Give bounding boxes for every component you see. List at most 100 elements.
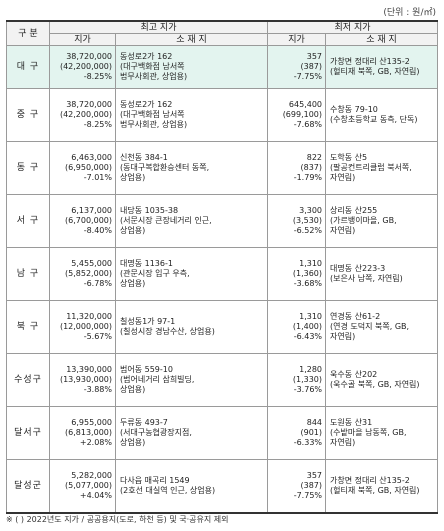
lo-price-cell: 1,310 (1,400) -6.43% bbox=[267, 300, 327, 354]
lo-price-cell-line: 844 bbox=[306, 418, 323, 427]
hi-price-cell-line: 5,282,000 bbox=[71, 470, 112, 480]
lo-price-cell-line: 645,400 bbox=[288, 100, 323, 109]
hi-location-cell-line: 상업용) bbox=[120, 438, 146, 447]
hi-location-cell-line: 상업용) bbox=[120, 279, 146, 288]
lo-price-cell-line: 1,310 bbox=[299, 312, 323, 321]
hi-price-cell-line: -8.25% bbox=[83, 120, 112, 129]
hi-price-cell-line: 6,955,000 bbox=[71, 418, 112, 427]
hi-price-cell-line: -8.40% bbox=[83, 226, 112, 235]
hi-location-cell-line: 법무사회관, 상업용) bbox=[120, 72, 188, 81]
hi-price-cell-line: (5,077,000) bbox=[65, 480, 112, 490]
region-cell: 수성구 bbox=[6, 353, 50, 407]
table-row: 대 구 38,720,000 (42,200,000) -8.25% 동성로2가 162… bbox=[6, 45, 439, 89]
lo-location-cell-line: (연경 도덕지 북쪽, GB, bbox=[330, 322, 410, 331]
hi-price-cell-line: (13,930,000) bbox=[59, 375, 112, 384]
region-cell-line: 북 구 bbox=[16, 322, 40, 332]
region-cell: 대 구 bbox=[6, 45, 50, 89]
lo-price-cell-line: (901) bbox=[300, 428, 323, 437]
lo-price-cell: 1,280 (1,330) -3.76% bbox=[267, 353, 327, 407]
hi-location-cell-line: (관문시장 입구 우측, bbox=[120, 269, 190, 278]
lo-price-cell-line: -7.68% bbox=[293, 120, 323, 129]
header-lo-location: 소 재 지 bbox=[325, 33, 439, 46]
hi-price-cell: 6,137,000 (6,700,000) -8.40% bbox=[49, 194, 116, 248]
hi-location-cell: 두류동 493-7 (서대구농협광장지점, 상업용) bbox=[114, 406, 269, 460]
table-row: 달서구 6,955,000 (6,813,000) +2.08% 두류동 493-7 (서… bbox=[6, 406, 439, 460]
hi-price-cell-line: -3.88% bbox=[83, 385, 112, 394]
lo-price-cell-line: 1,280 bbox=[299, 365, 323, 374]
hi-price-cell-line: 5,455,000 bbox=[71, 259, 112, 268]
header-hi-price: 지가 bbox=[49, 33, 116, 46]
hi-location-cell: 범어동 559-10 (범어네거리 삼희빌딩, 상업용) bbox=[114, 353, 269, 407]
lo-price-cell: 1,310 (1,360) -3.68% bbox=[267, 247, 327, 301]
hi-price-cell-line: (6,950,000) bbox=[65, 163, 112, 172]
hi-price-cell-line: (6,700,000) bbox=[65, 216, 112, 225]
lo-location-cell-line: 대명동 산223-3 bbox=[330, 264, 386, 273]
region-cell-line: 대 구 bbox=[16, 62, 40, 72]
lo-price-cell-line: 357 bbox=[306, 52, 323, 61]
land-price-table: 구 분 최고 지가 최저 지가 지가 소 재 지 지가 소 재 지 대 구 38,… bbox=[6, 20, 439, 514]
lo-price-cell: 357 (387) -7.75% bbox=[267, 45, 327, 89]
region-cell-line: 남 구 bbox=[16, 269, 40, 279]
lo-price-cell-line: -7.75% bbox=[293, 490, 323, 500]
table-row: 수성구 13,390,000 (13,930,000) -3.88% 범어동 559-1… bbox=[6, 353, 439, 407]
hi-price-cell-line: 6,137,000 bbox=[71, 206, 112, 215]
hi-location-cell-line: 신천동 384-1 bbox=[120, 153, 168, 162]
lo-price-cell-line: -6.33% bbox=[293, 438, 323, 447]
lo-location-cell-line: (팔공컨트리클럽 북서쪽, bbox=[330, 163, 412, 172]
region-cell: 북 구 bbox=[6, 300, 50, 354]
hi-location-cell-line: 내당동 1035-38 bbox=[120, 206, 179, 215]
lo-price-cell-line: 1,310 bbox=[299, 259, 323, 268]
lo-location-cell-line: 자연림) bbox=[330, 226, 356, 235]
lo-price-cell-line: 3,300 bbox=[299, 206, 323, 215]
footnote: ※ ( ) 2022년도 지가 / 공공용지(도로, 하천 등) 및 국·공유지… bbox=[6, 515, 229, 524]
table-row: 달성군 5,282,000 (5,077,000) +4.04% 다사읍 매곡리 154… bbox=[6, 459, 439, 513]
hi-location-cell-line: 상업용) bbox=[120, 226, 146, 235]
lo-location-cell-line: (보은사 남쪽, 자연림) bbox=[330, 274, 403, 283]
lo-location-cell-line: 연경동 산61-2 bbox=[330, 312, 381, 321]
lo-location-cell: 상리동 산255 (가르뱅이마을, GB, 자연림) bbox=[325, 194, 439, 248]
lo-price-cell: 844 (901) -6.33% bbox=[267, 406, 327, 460]
lo-price-cell-line: -1.79% bbox=[293, 173, 323, 182]
hi-location-cell-line: (범어네거리 삼희빌딩, bbox=[120, 375, 195, 384]
hi-price-cell-line: -7.01% bbox=[83, 173, 112, 182]
hi-price-cell: 38,720,000 (42,200,000) -8.25% bbox=[49, 45, 116, 89]
hi-location-cell-line: (서문시장 큰장네거리 인근, bbox=[120, 216, 212, 225]
hi-location-cell-line: 상업용) bbox=[120, 385, 146, 394]
hi-location-cell-line: 두류동 493-7 bbox=[120, 418, 168, 427]
lo-location-cell-line: (헐티재 북쪽, GB, 자연림) bbox=[330, 67, 420, 76]
lo-location-cell-line: 도원동 산31 bbox=[330, 418, 373, 427]
hi-price-cell-line: -5.67% bbox=[83, 332, 112, 341]
hi-location-cell: 내당동 1035-38 (서문시장 큰장네거리 인근, 상업용) bbox=[114, 194, 269, 248]
lo-location-cell-line: (헐티재 북쪽, GB, 자연림) bbox=[330, 485, 420, 495]
hi-price-cell-line: 13,390,000 bbox=[66, 365, 112, 374]
header-gubun: 구 분 bbox=[6, 20, 50, 46]
hi-location-cell-line: 대명동 1136-1 bbox=[120, 259, 173, 268]
hi-location-cell: 대명동 1136-1 (관문시장 입구 우측, 상업용) bbox=[114, 247, 269, 301]
hi-price-cell: 13,390,000 (13,930,000) -3.88% bbox=[49, 353, 116, 407]
lo-location-cell-line: 상리동 산255 bbox=[330, 206, 378, 215]
hi-location-cell: 신천동 384-1 (동대구복합환승센터 동쪽, 상업용) bbox=[114, 141, 269, 195]
lo-price-cell-line: 357 bbox=[306, 470, 323, 480]
header-lo-price: 지가 bbox=[267, 33, 327, 46]
table-row: 동 구 6,463,000 (6,950,000) -7.01% 신천동 384-1 (동… bbox=[6, 141, 439, 195]
table-row: 중 구 38,720,000 (42,200,000) -8.25% 동성로2가 162… bbox=[6, 88, 439, 142]
unit-label: (단위 : 원/㎡) bbox=[383, 8, 436, 18]
hi-location-cell-line: (대구백화점 남서쪽 bbox=[120, 62, 185, 71]
lo-price-cell-line: -6.52% bbox=[293, 226, 323, 235]
region-cell: 중 구 bbox=[6, 88, 50, 142]
hi-price-cell: 5,282,000 (5,077,000) +4.04% bbox=[49, 459, 116, 513]
lo-location-cell-line: 수창동 79-10 bbox=[330, 105, 378, 114]
region-cell: 달성군 bbox=[6, 459, 50, 513]
lo-location-cell-line: 도학동 산5 bbox=[330, 153, 368, 162]
hi-location-cell-line: 범어동 559-10 bbox=[120, 365, 173, 374]
region-cell-line: 달서구 bbox=[14, 428, 42, 438]
lo-price-cell-line: -7.75% bbox=[293, 72, 323, 81]
hi-price-cell-line: (12,000,000) bbox=[59, 322, 112, 331]
hi-location-cell-line: 법무사회관, 상업용) bbox=[120, 120, 188, 129]
header-lowest: 최저 지가 bbox=[267, 20, 439, 34]
hi-price-cell: 6,463,000 (6,950,000) -7.01% bbox=[49, 141, 116, 195]
region-cell: 서 구 bbox=[6, 194, 50, 248]
hi-price-cell-line: (42,200,000) bbox=[59, 62, 112, 71]
lo-price-cell-line: (1,400) bbox=[292, 322, 323, 331]
hi-location-cell-line: (서대구농협광장지점, bbox=[120, 428, 192, 437]
